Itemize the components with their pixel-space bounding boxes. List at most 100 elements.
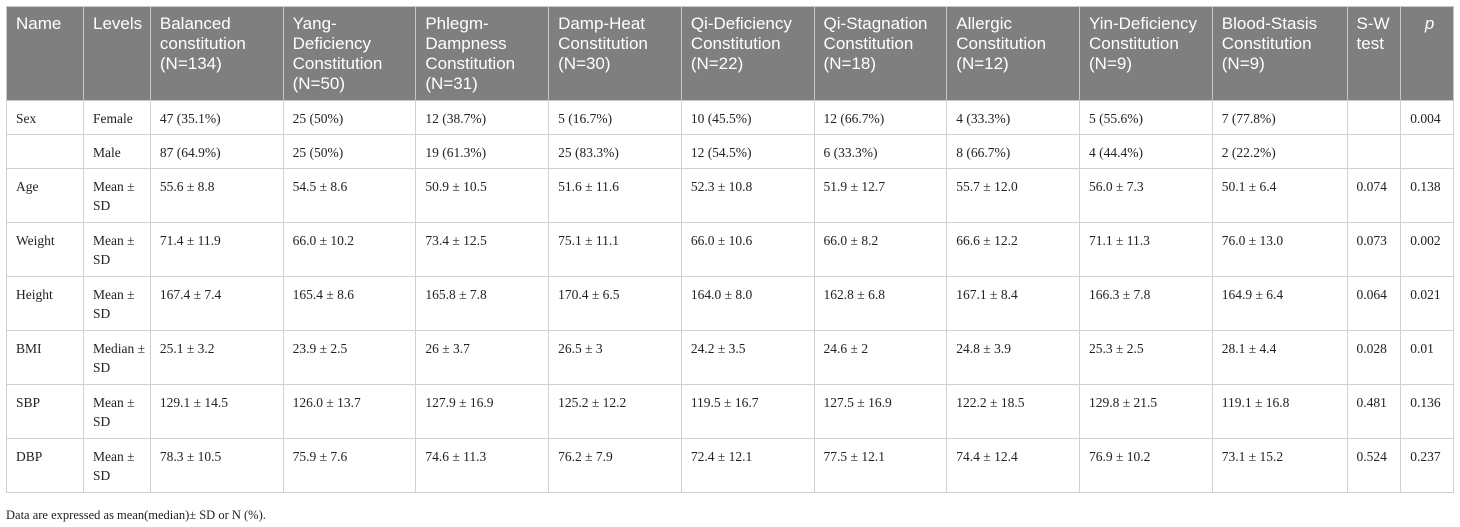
header-sw-test: S-W test xyxy=(1346,6,1402,101)
table-row: BMI Median ± SD 25.1 ± 3.2 23.9 ± 2.5 26… xyxy=(6,330,1454,385)
table-cell: 66.0 ± 8.2 xyxy=(813,222,948,277)
sw-test-cell: 0.064 xyxy=(1346,276,1402,331)
sw-test-cell: 0.028 xyxy=(1346,330,1402,385)
table-cell: 25.1 ± 3.2 xyxy=(149,330,284,385)
table-cell: 5 (55.6%) xyxy=(1079,100,1213,135)
p-value-cell: 0.021 xyxy=(1400,276,1454,331)
table-cell: 55.7 ± 12.0 xyxy=(946,168,1081,223)
table-cell: 164.9 ± 6.4 xyxy=(1211,276,1348,331)
row-name-cell: DBP xyxy=(6,438,84,493)
table-cell: 122.2 ± 18.5 xyxy=(946,384,1081,439)
row-name-cell: BMI xyxy=(6,330,84,385)
table-cell: 66.0 ± 10.2 xyxy=(282,222,417,277)
table-cell: 73.1 ± 15.2 xyxy=(1211,438,1348,493)
table-cell: 76.2 ± 7.9 xyxy=(548,438,682,493)
table-cell: 26.5 ± 3 xyxy=(548,330,682,385)
table-cell: 47 (35.1%) xyxy=(149,100,284,135)
table-cell: 25 (50%) xyxy=(282,134,417,169)
header-balanced: Balanced constitution (N=134) xyxy=(149,6,284,101)
table-cell: 4 (44.4%) xyxy=(1079,134,1213,169)
table-cell: 25 (83.3%) xyxy=(548,134,682,169)
table-cell: 126.0 ± 13.7 xyxy=(282,384,417,439)
table-cell: 125.2 ± 12.2 xyxy=(548,384,682,439)
header-blood-stasis: Blood-Stasis Constitution (N=9) xyxy=(1211,6,1348,101)
table-cell: 51.6 ± 11.6 xyxy=(548,168,682,223)
table-cell: 127.5 ± 16.9 xyxy=(813,384,948,439)
table-cell: 76.0 ± 13.0 xyxy=(1211,222,1348,277)
sw-test-cell: 0.524 xyxy=(1346,438,1402,493)
table-cell: 25.3 ± 2.5 xyxy=(1079,330,1213,385)
table-cell: 127.9 ± 16.9 xyxy=(415,384,550,439)
table-cell: 119.1 ± 16.8 xyxy=(1211,384,1348,439)
table-cell: 75.1 ± 11.1 xyxy=(548,222,682,277)
sw-test-cell: 0.074 xyxy=(1346,168,1402,223)
header-phlegm-dampness: Phlegm-Dampness Constitution (N=31) xyxy=(415,6,550,101)
table-cell: 7 (77.8%) xyxy=(1211,100,1348,135)
table-cell: 28.1 ± 4.4 xyxy=(1211,330,1348,385)
table-cell: 19 (61.3%) xyxy=(415,134,550,169)
row-name-cell: Weight xyxy=(6,222,84,277)
sw-test-cell: 0.481 xyxy=(1346,384,1402,439)
p-value-cell: 0.136 xyxy=(1400,384,1454,439)
p-value-cell xyxy=(1400,134,1454,169)
p-value-cell: 0.004 xyxy=(1400,100,1454,135)
table-cell: 77.5 ± 12.1 xyxy=(813,438,948,493)
table-cell: 167.1 ± 8.4 xyxy=(946,276,1081,331)
row-level-cell: Median ± SD xyxy=(83,330,151,385)
table-cell: 66.0 ± 10.6 xyxy=(680,222,815,277)
table-row: Sex Female 47 (35.1%) 25 (50%) 12 (38.7%… xyxy=(6,100,1454,135)
table-cell: 76.9 ± 10.2 xyxy=(1079,438,1213,493)
table-cell: 66.6 ± 12.2 xyxy=(946,222,1081,277)
table-cell: 24.8 ± 3.9 xyxy=(946,330,1081,385)
table-row: Age Mean ± SD 55.6 ± 8.8 54.5 ± 8.6 50.9… xyxy=(6,168,1454,223)
table-row: Height Mean ± SD 167.4 ± 7.4 165.4 ± 8.6… xyxy=(6,276,1454,331)
table-cell: 74.6 ± 11.3 xyxy=(415,438,550,493)
header-name: Name xyxy=(6,6,84,101)
row-name-cell xyxy=(6,134,84,169)
table-cell: 2 (22.2%) xyxy=(1211,134,1348,169)
table-cell: 12 (66.7%) xyxy=(813,100,948,135)
table-cell: 26 ± 3.7 xyxy=(415,330,550,385)
table-cell: 50.1 ± 6.4 xyxy=(1211,168,1348,223)
table-cell: 52.3 ± 10.8 xyxy=(680,168,815,223)
table-footnote: Data are expressed as mean(median)± SD o… xyxy=(6,508,266,522)
table-cell: 71.1 ± 11.3 xyxy=(1079,222,1213,277)
table-cell: 170.4 ± 6.5 xyxy=(548,276,682,331)
row-level-cell: Mean ± SD xyxy=(83,168,151,223)
header-qi-deficiency: Qi-Deficiency Constitution (N=22) xyxy=(680,6,815,101)
row-name-cell: SBP xyxy=(6,384,84,439)
row-name-cell: Height xyxy=(6,276,84,331)
table-cell: 165.4 ± 8.6 xyxy=(282,276,417,331)
table-cell: 4 (33.3%) xyxy=(946,100,1081,135)
table-cell: 12 (38.7%) xyxy=(415,100,550,135)
row-level-cell: Male xyxy=(83,134,151,169)
row-level-cell: Mean ± SD xyxy=(83,276,151,331)
table-cell: 6 (33.3%) xyxy=(813,134,948,169)
header-levels: Levels xyxy=(83,6,151,101)
row-level-cell: Mean ± SD xyxy=(83,222,151,277)
table-row: SBP Mean ± SD 129.1 ± 14.5 126.0 ± 13.7 … xyxy=(6,384,1454,439)
sw-test-cell xyxy=(1346,100,1402,135)
table-cell: 75.9 ± 7.6 xyxy=(282,438,417,493)
table-cell: 50.9 ± 10.5 xyxy=(415,168,550,223)
table-cell: 24.2 ± 3.5 xyxy=(680,330,815,385)
baseline-characteristics-table: Name Levels Balanced constitution (N=134… xyxy=(6,6,1454,493)
p-value-cell: 0.138 xyxy=(1400,168,1454,223)
sw-test-cell xyxy=(1346,134,1402,169)
table-row: Weight Mean ± SD 71.4 ± 11.9 66.0 ± 10.2… xyxy=(6,222,1454,277)
table-cell: 23.9 ± 2.5 xyxy=(282,330,417,385)
table-cell: 129.8 ± 21.5 xyxy=(1079,384,1213,439)
table-cell: 5 (16.7%) xyxy=(548,100,682,135)
table-cell: 164.0 ± 8.0 xyxy=(680,276,815,331)
p-value-cell: 0.237 xyxy=(1400,438,1454,493)
table-cell: 8 (66.7%) xyxy=(946,134,1081,169)
table-cell: 54.5 ± 8.6 xyxy=(282,168,417,223)
row-level-cell: Mean ± SD xyxy=(83,384,151,439)
table-cell: 162.8 ± 6.8 xyxy=(813,276,948,331)
row-level-cell: Female xyxy=(83,100,151,135)
header-p-value: p xyxy=(1400,6,1454,101)
table-cell: 78.3 ± 10.5 xyxy=(149,438,284,493)
table-cell: 167.4 ± 7.4 xyxy=(149,276,284,331)
table-cell: 73.4 ± 12.5 xyxy=(415,222,550,277)
table-cell: 87 (64.9%) xyxy=(149,134,284,169)
